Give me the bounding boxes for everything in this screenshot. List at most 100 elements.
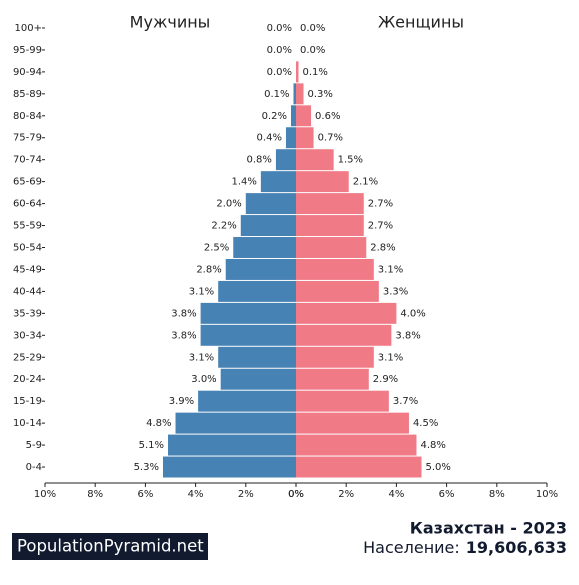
x-tick-label: 2% (238, 489, 254, 500)
bar (296, 127, 314, 149)
value-label: 1.5% (338, 155, 363, 166)
x-tick-label: 2% (338, 489, 354, 500)
value-label: 3.9% (169, 396, 194, 407)
bar (200, 302, 296, 324)
category-label: 95-99 (13, 45, 42, 56)
category-label: 5-9 (26, 440, 42, 451)
bar (296, 390, 389, 412)
bar (275, 149, 296, 171)
category-label: 55-59 (13, 221, 42, 232)
category-label: 75-79 (13, 133, 42, 144)
series-title: Мужчины (130, 13, 211, 32)
category-label: 80-84 (13, 111, 42, 122)
series-title: Женщины (378, 13, 464, 32)
value-label: 0.0% (267, 23, 292, 34)
bar (296, 280, 379, 302)
value-label: 0.3% (308, 89, 333, 100)
bar (296, 215, 364, 237)
bar (218, 280, 296, 302)
category-label: 35-39 (13, 308, 42, 319)
value-label: 3.0% (191, 374, 216, 385)
value-label: 3.1% (378, 352, 403, 363)
value-label: 0.6% (315, 111, 340, 122)
value-label: 0.0% (267, 67, 292, 78)
chart-title: Казахстан - 2023 (410, 519, 567, 538)
value-label: 2.9% (373, 374, 398, 385)
value-label: 3.7% (393, 396, 418, 407)
bar (233, 237, 296, 258)
bar (296, 456, 422, 478)
value-label: 4.8% (146, 418, 171, 429)
category-label: 25-29 (13, 352, 42, 363)
value-label: 2.1% (353, 177, 378, 188)
x-tick-label: 8% (87, 489, 103, 500)
population-line: Население: 19,606,633 (363, 538, 567, 557)
x-tick-label: 4% (388, 489, 404, 500)
value-label: 3.8% (395, 330, 420, 341)
x-tick-label: 0% (288, 489, 304, 500)
category-label: 85-89 (13, 89, 42, 100)
value-label: 4.0% (400, 308, 425, 319)
x-tick-label: 10% (34, 489, 56, 500)
bar (200, 324, 296, 346)
bar (296, 258, 374, 280)
bar (198, 390, 296, 412)
bar (296, 412, 409, 434)
value-label: 2.8% (196, 264, 221, 275)
value-label: 2.8% (370, 243, 395, 254)
value-label: 0.7% (318, 133, 343, 144)
value-label: 0.4% (257, 133, 282, 144)
bar (260, 171, 296, 193)
category-label: 60-64 (13, 199, 42, 210)
bar (296, 83, 304, 105)
bar (296, 368, 369, 390)
value-label: 0.8% (247, 155, 272, 166)
bar (296, 346, 374, 368)
category-label: 90-94 (13, 67, 42, 78)
bar (290, 105, 296, 127)
value-label: 2.2% (211, 221, 236, 232)
bar (218, 346, 296, 368)
x-tick-label: 6% (137, 489, 153, 500)
value-label: 4.5% (413, 418, 438, 429)
value-label: 2.0% (216, 199, 241, 210)
bar (220, 368, 296, 390)
bar (296, 324, 392, 346)
category-label: 70-74 (13, 155, 42, 166)
bar (240, 215, 296, 237)
bar (296, 149, 334, 171)
bar (296, 302, 397, 324)
category-label: 45-49 (13, 264, 42, 275)
bar (162, 456, 296, 478)
value-label: 3.8% (171, 308, 196, 319)
bar (245, 193, 296, 215)
bar (296, 434, 417, 456)
bar (296, 171, 349, 193)
bar (296, 193, 364, 215)
x-tick-label: 6% (439, 489, 455, 500)
value-label: 3.8% (171, 330, 196, 341)
category-label: 30-34 (13, 330, 42, 341)
category-label: 0-4 (26, 462, 42, 473)
value-label: 4.8% (420, 440, 445, 451)
bar (296, 105, 312, 127)
category-label: 65-69 (13, 177, 42, 188)
category-label: 20-24 (13, 374, 42, 385)
population-label: Население: (363, 538, 460, 557)
value-label: 0.1% (264, 89, 289, 100)
value-label: 5.0% (426, 462, 451, 473)
value-label: 1.4% (231, 177, 256, 188)
value-label: 2.7% (368, 199, 393, 210)
value-label: 0.0% (300, 23, 325, 34)
category-label: 50-54 (13, 243, 42, 254)
value-label: 3.1% (189, 352, 214, 363)
value-label: 5.3% (134, 462, 159, 473)
bar (296, 237, 367, 258)
value-label: 2.7% (368, 221, 393, 232)
population-value: 19,606,633 (466, 538, 567, 557)
value-label: 5.1% (139, 440, 164, 451)
x-tick-label: 0% (288, 489, 304, 500)
value-label: 3.1% (378, 264, 403, 275)
value-label: 3.3% (383, 286, 408, 297)
